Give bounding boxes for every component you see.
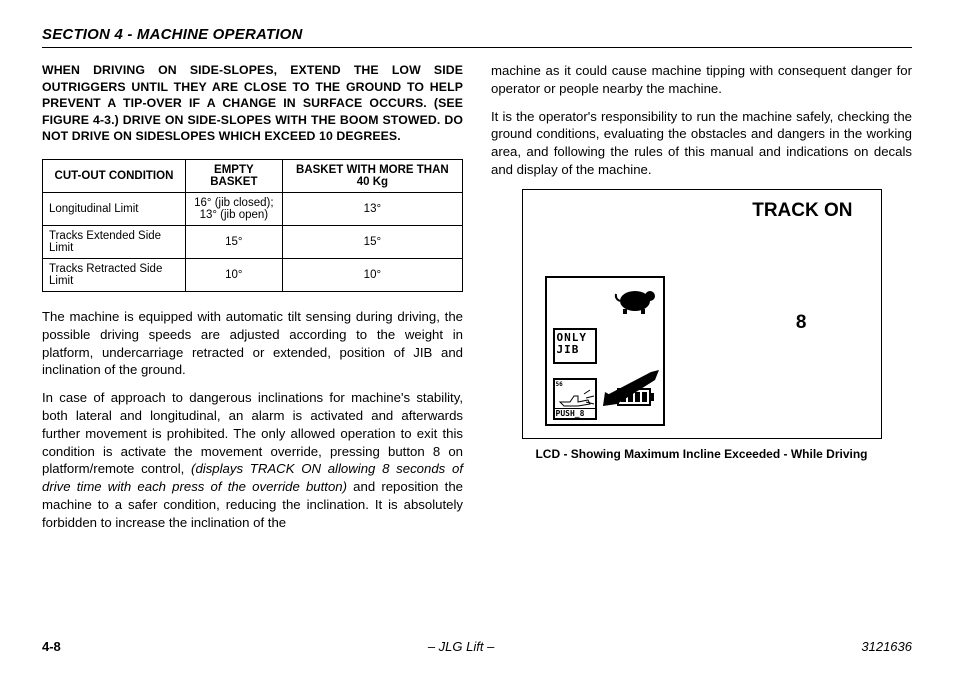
cell-val: 16° (jib closed); 13° (jib open) [185, 192, 282, 225]
lcd-figure: TRACK ON 8 ONLY JIB 56 [522, 189, 882, 439]
track-on-label: TRACK ON [752, 200, 852, 222]
figure-caption: LCD - Showing Maximum Incline Exceeded -… [491, 447, 912, 461]
body-paragraph: machine as it could cause machine tippin… [491, 62, 912, 98]
table-row: Longitudinal Limit 16° (jib closed); 13°… [43, 192, 463, 225]
right-column: machine as it could cause machine tippin… [491, 62, 912, 542]
cell-val: 10° [282, 258, 462, 291]
cell-val: 15° [185, 225, 282, 258]
th-basket40: BASKET WITH MORE THAN 40 Kg [282, 159, 462, 192]
only-jib-l2: JIB [557, 344, 593, 356]
cell-label: Tracks Retracted Side Limit [43, 258, 186, 291]
section-header: SECTION 4 - MACHINE OPERATION [42, 26, 912, 43]
header-rule [42, 47, 912, 48]
th-cutout: CUT-OUT CONDITION [43, 159, 186, 192]
body-paragraph: In case of approach to dangerous inclina… [42, 389, 463, 532]
hand-icon [556, 388, 596, 410]
left-column: WHEN DRIVING ON SIDE-SLOPES, EXTEND THE … [42, 62, 463, 542]
lcd-screen: ONLY JIB 56 PUSH_8 [545, 276, 665, 426]
two-column-layout: WHEN DRIVING ON SIDE-SLOPES, EXTEND THE … [42, 62, 912, 542]
th-empty: EMPTY BASKET [185, 159, 282, 192]
table-row: Tracks Retracted Side Limit 10° 10° [43, 258, 463, 291]
body-paragraph: The machine is equipped with automatic t… [42, 308, 463, 379]
page-number: 4-8 [42, 639, 61, 654]
cell-val: 10° [185, 258, 282, 291]
push8-small: 56 [555, 380, 595, 388]
doc-number: 3121636 [861, 639, 912, 654]
battery-icon [617, 388, 655, 406]
table-row: Tracks Extended Side Limit 15° 15° [43, 225, 463, 258]
cell-val: 13° [282, 192, 462, 225]
cell-label: Longitudinal Limit [43, 192, 186, 225]
push8-label: PUSH_8 [555, 408, 595, 418]
footer-mid: – JLG Lift – [428, 639, 494, 654]
turtle-icon [613, 284, 657, 314]
page-footer: 4-8 – JLG Lift – 3121636 [42, 639, 912, 654]
push8-box: 56 PUSH_8 [553, 378, 597, 420]
eight-label: 8 [796, 312, 807, 334]
cell-label: Tracks Extended Side Limit [43, 225, 186, 258]
cutout-table: CUT-OUT CONDITION EMPTY BASKET BASKET WI… [42, 159, 463, 292]
only-jib-box: ONLY JIB [553, 328, 597, 364]
body-paragraph: It is the operator's responsibility to r… [491, 108, 912, 179]
warning-paragraph: WHEN DRIVING ON SIDE-SLOPES, EXTEND THE … [42, 62, 463, 145]
cell-val: 15° [282, 225, 462, 258]
